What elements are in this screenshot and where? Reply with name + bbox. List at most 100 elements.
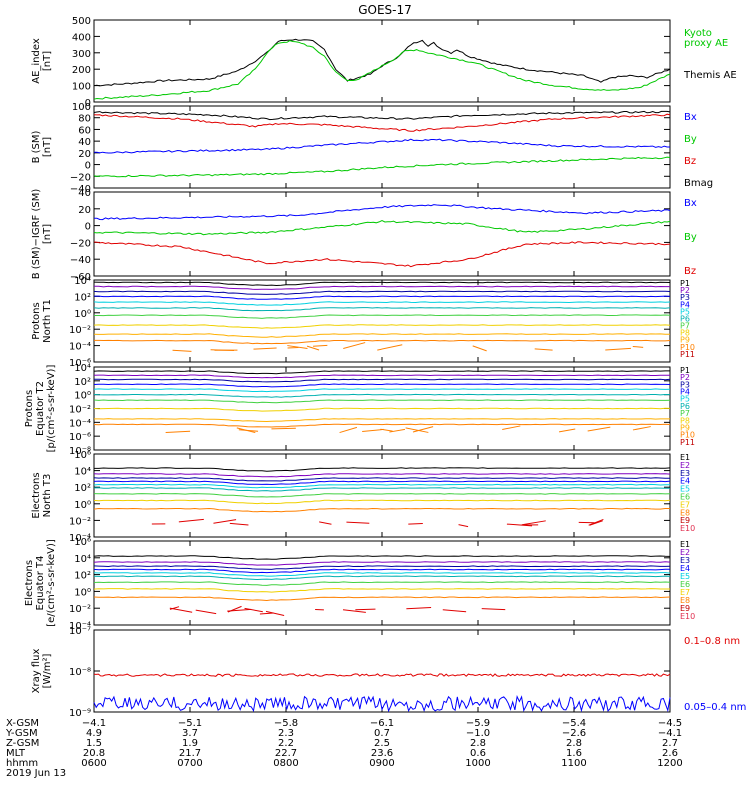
legend-entry: E3 <box>680 556 690 565</box>
x-tick-value: 2.7 <box>662 738 678 749</box>
flux-channel-line <box>93 285 670 290</box>
x-tick-value: 0800 <box>273 758 298 769</box>
flux-fragment <box>558 428 576 433</box>
flux-channel-line <box>93 492 671 498</box>
flux-fragment <box>165 430 191 433</box>
x-tick-value: −4.1 <box>82 718 106 729</box>
flux-channel-line <box>93 477 670 482</box>
legend-entry: P3 <box>680 380 690 389</box>
y-tick-label: 80 <box>78 114 91 125</box>
flux-channel-line <box>93 695 671 713</box>
flux-fragment <box>442 609 467 613</box>
y-axis-label: North T3 <box>42 474 53 518</box>
flux-fragment <box>265 610 285 616</box>
flux-fragment <box>506 523 533 527</box>
series-line-by <box>93 156 671 178</box>
y-tick-label: 60 <box>78 125 91 136</box>
y-tick-label: 10⁻⁴ <box>69 418 91 429</box>
legend-entry: E5 <box>680 485 690 494</box>
legend-entry: Bx <box>684 112 697 123</box>
x-tick-value: 2.2 <box>278 738 294 749</box>
y-tick-label: 400 <box>72 32 91 43</box>
flux-channel-line <box>93 507 670 513</box>
y-tick-label: 10⁴ <box>74 554 91 565</box>
y-tick-label: 0 <box>85 161 91 172</box>
legend-entry: P5 <box>680 395 690 404</box>
flux-fragment <box>502 425 521 431</box>
flux-fragment <box>355 608 376 611</box>
flux-fragment <box>227 605 242 613</box>
flux-channel-line <box>93 581 671 586</box>
legend-entry: P11 <box>680 350 695 359</box>
panel-8: 10⁻⁹ 10⁻⁸ 10⁻⁷ Xray flux [W/m²] 0.1–0.8 nm 0.0… <box>31 626 746 719</box>
flux-fragment <box>380 428 393 432</box>
flux-fragment <box>213 519 237 524</box>
y-tick-label: −20 <box>70 172 91 183</box>
flux-fragment <box>406 607 432 610</box>
legend-entry: Kyoto <box>684 28 712 39</box>
panel-3: −60 −40 −20 0 20 40 B (SM)−IGRF (SM) [nT] Bx By Bz <box>31 188 697 283</box>
y-axis-label: [W/m²] <box>42 653 53 688</box>
y-axis-label: Equator T2 <box>35 381 46 436</box>
x-tick-value: 4.9 <box>86 728 102 739</box>
y-tick-label: 20 <box>78 205 91 216</box>
y-tick-label: 10⁻⁴ <box>69 533 91 544</box>
flux-fragment <box>405 427 429 433</box>
y-tick-label: 10⁻⁴ <box>69 621 91 632</box>
y-tick-label: 200 <box>72 65 91 76</box>
legend-entry: E1 <box>680 453 690 462</box>
flux-fragment <box>588 518 604 526</box>
flux-channel-line <box>93 487 671 492</box>
legend-entry: E4 <box>680 477 690 486</box>
legend-entry: P1 <box>680 366 690 375</box>
flux-fragment <box>408 522 423 525</box>
legend-entry: E9 <box>680 604 690 613</box>
flux-channel-line <box>93 333 671 338</box>
series-line-bx <box>93 138 670 154</box>
y-tick-label: −60 <box>70 272 91 283</box>
legend-entry: By <box>684 134 697 145</box>
y-tick-label: 10⁻⁶ <box>69 432 91 443</box>
y-tick-label: 10⁴ <box>74 467 91 478</box>
legend-entry: P6 <box>680 402 690 411</box>
y-tick-label: 20 <box>78 149 91 160</box>
panel-5: 10⁻⁸ 10⁻⁶ 10⁻⁴ 10⁻² 10⁰ 10² 10⁴ Protons Equator … <box>24 363 695 457</box>
flux-channel-line <box>93 399 671 404</box>
y-tick-label: 10² <box>74 483 91 494</box>
flux-channel-line <box>93 281 671 287</box>
flux-fragment <box>632 426 651 431</box>
x-tick-value: 0.6 <box>470 748 486 759</box>
legend-entry: P10 <box>680 431 695 440</box>
flux-channel-line <box>93 388 671 393</box>
series-line-themis-ae <box>93 38 671 87</box>
flux-channel-line <box>93 290 671 295</box>
date-label: 2019 Jun 13 <box>6 768 66 779</box>
legend-entry: P8 <box>680 416 690 425</box>
flux-channel-line <box>93 473 671 478</box>
flux-fragment <box>178 518 204 523</box>
flux-fragment <box>319 521 332 525</box>
y-tick-label: 10⁻² <box>69 405 91 416</box>
legend-entry: E7 <box>680 500 690 509</box>
flux-fragment <box>458 524 469 528</box>
y-tick-label: 10⁶ <box>74 450 91 461</box>
flux-channel-line <box>94 378 671 383</box>
flux-fragment <box>195 609 217 615</box>
legend-entry: E8 <box>680 596 690 605</box>
flux-fragment <box>605 347 631 351</box>
legend-entry: P2 <box>680 373 690 382</box>
flux-fragment <box>210 349 235 352</box>
flux-fragment <box>362 428 384 433</box>
flux-channel-line <box>93 307 671 312</box>
legend-entry: E2 <box>680 461 690 470</box>
flux-channel-line <box>93 407 671 412</box>
y-tick-label: 10² <box>74 571 91 582</box>
x-tick-value: 1100 <box>561 758 586 769</box>
flux-fragment <box>343 342 366 350</box>
legend-entry: P3 <box>680 293 690 302</box>
legend-entry: E2 <box>680 548 690 557</box>
panel-4: 10⁻⁶ 10⁻⁴ 10⁻² 10⁰ 10² 10⁴ Protons North T1 P1P2… <box>31 276 695 369</box>
flux-fragment <box>259 612 274 615</box>
legend-entry: E9 <box>680 516 690 525</box>
